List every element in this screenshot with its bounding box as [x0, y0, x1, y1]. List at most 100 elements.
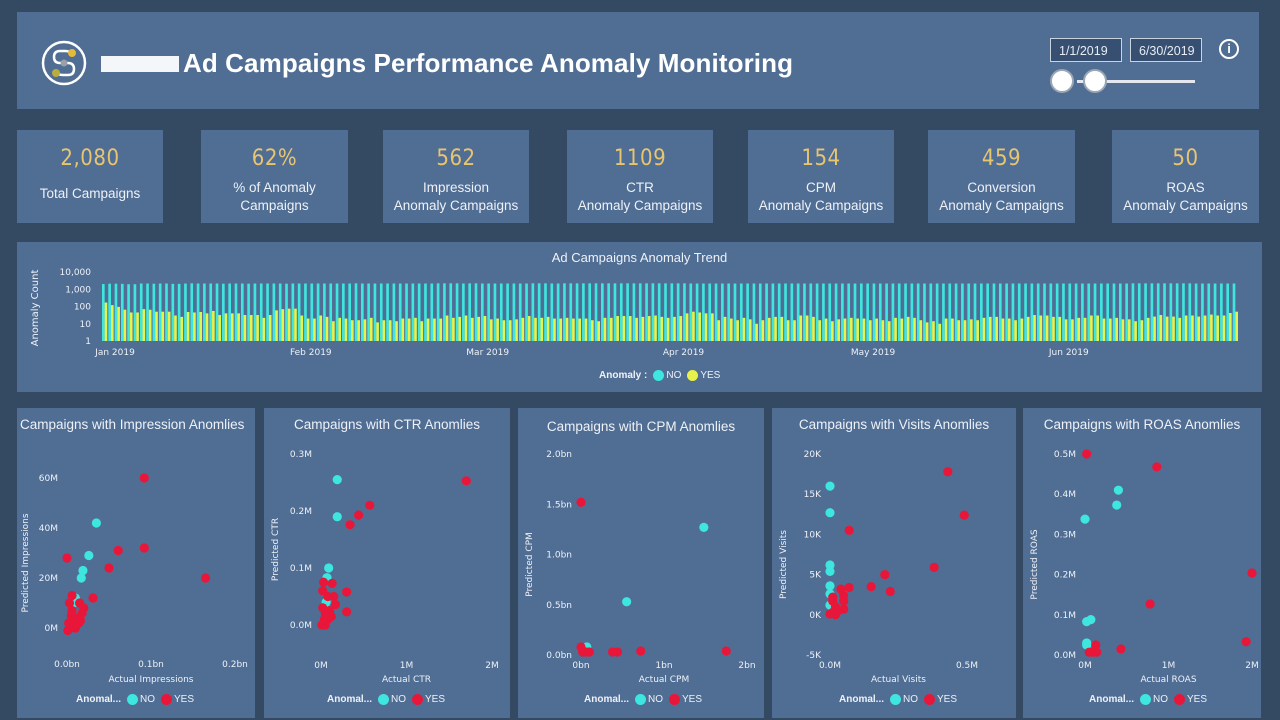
bar-no[interactable] [689, 283, 693, 341]
bar-yes[interactable] [148, 309, 152, 341]
bar-no[interactable] [1226, 283, 1230, 341]
bar-no[interactable] [1074, 283, 1078, 341]
bar-yes[interactable] [831, 321, 834, 341]
bar-no[interactable] [828, 283, 832, 341]
bar-no[interactable] [702, 283, 705, 341]
bar-yes[interactable] [976, 320, 980, 341]
bar-yes[interactable] [199, 311, 203, 341]
bar-no[interactable] [278, 283, 282, 341]
bar-no[interactable] [1156, 283, 1160, 341]
bar-no[interactable] [158, 283, 162, 341]
bar-yes[interactable] [527, 316, 531, 341]
slider-start-handle[interactable] [1050, 69, 1074, 93]
point-yes[interactable] [844, 582, 854, 593]
bar-no[interactable] [266, 283, 269, 341]
start-date-input[interactable]: 1/1/2019 [1050, 38, 1122, 62]
bar-no[interactable] [752, 283, 756, 341]
bar-yes[interactable] [180, 316, 184, 341]
legend-yes-label[interactable]: YES [174, 694, 195, 706]
bar-yes[interactable] [818, 320, 822, 341]
bar-no[interactable] [1118, 283, 1122, 341]
point-yes[interactable] [880, 570, 890, 580]
bar-no[interactable] [537, 283, 541, 341]
bar-no[interactable] [910, 283, 914, 341]
bar-no[interactable] [354, 283, 358, 341]
bar-yes[interactable] [1102, 318, 1106, 341]
bar-yes[interactable] [559, 318, 563, 341]
bar-no[interactable] [727, 283, 731, 341]
bar-yes[interactable] [306, 318, 310, 341]
bar-no[interactable] [443, 283, 446, 341]
bar-no[interactable] [721, 283, 724, 341]
point-no[interactable] [76, 573, 86, 583]
bar-no[interactable] [1106, 283, 1110, 341]
point-yes[interactable] [943, 467, 953, 477]
bar-no[interactable] [316, 283, 320, 341]
bar-yes[interactable] [458, 316, 462, 341]
bar-no[interactable] [676, 283, 680, 341]
bar-yes[interactable] [344, 318, 348, 341]
point-no[interactable] [324, 563, 334, 573]
bar-yes[interactable] [452, 317, 455, 341]
bar-yes[interactable] [471, 317, 474, 341]
bar-no[interactable] [657, 283, 661, 341]
point-yes[interactable] [1152, 462, 1162, 472]
bar-yes[interactable] [894, 317, 897, 341]
legend-no-label[interactable]: NO [391, 694, 407, 706]
bar-yes[interactable] [1184, 315, 1188, 341]
bar-yes[interactable] [1191, 315, 1194, 341]
bar-yes[interactable] [654, 315, 657, 341]
bar-no[interactable] [651, 283, 655, 341]
bar-no[interactable] [1220, 283, 1223, 341]
point-yes[interactable] [320, 620, 330, 630]
bar-yes[interactable] [230, 313, 234, 341]
bar-no[interactable] [405, 283, 408, 341]
point-no[interactable] [825, 566, 835, 576]
bar-no[interactable] [1093, 283, 1097, 341]
bar-yes[interactable] [875, 318, 878, 341]
bar-no[interactable] [386, 283, 389, 341]
bar-yes[interactable] [1026, 316, 1030, 341]
point-yes[interactable] [64, 598, 75, 608]
bar-yes[interactable] [1197, 316, 1201, 341]
bar-yes[interactable] [123, 309, 127, 341]
legend-yes-label[interactable]: YES [937, 694, 958, 706]
point-yes[interactable] [1092, 647, 1102, 657]
bar-no[interactable] [468, 283, 472, 341]
bar-yes[interactable] [1178, 317, 1182, 341]
bar-yes[interactable] [963, 320, 967, 341]
bar-no[interactable] [165, 283, 168, 341]
bar-no[interactable] [379, 283, 383, 341]
bar-yes[interactable] [572, 318, 575, 341]
point-yes[interactable] [885, 586, 895, 597]
bar-yes[interactable] [1235, 311, 1238, 341]
bar-yes[interactable] [1165, 316, 1169, 341]
bar-no[interactable] [228, 283, 231, 341]
bar-yes[interactable] [565, 317, 569, 341]
bar-yes[interactable] [1071, 319, 1074, 341]
bar-no[interactable] [1005, 283, 1008, 341]
bar-no[interactable] [253, 283, 257, 341]
bar-no[interactable] [765, 283, 768, 341]
bar-no[interactable] [1137, 283, 1141, 341]
bar-yes[interactable] [502, 320, 506, 341]
bar-yes[interactable] [325, 316, 329, 341]
bar-no[interactable] [240, 283, 244, 341]
bar-no[interactable] [329, 283, 333, 341]
bar-no[interactable] [1201, 283, 1204, 341]
bar-yes[interactable] [1096, 315, 1100, 341]
bar-yes[interactable] [1222, 315, 1226, 341]
point-no[interactable] [622, 597, 632, 607]
point-yes[interactable] [62, 553, 72, 563]
bar-no[interactable] [1175, 283, 1179, 341]
bar-no[interactable] [184, 283, 187, 341]
bar-yes[interactable] [1127, 319, 1131, 341]
bar-no[interactable] [714, 283, 718, 341]
bar-yes[interactable] [262, 317, 266, 341]
point-yes[interactable] [844, 525, 854, 535]
point-yes[interactable] [342, 607, 352, 617]
bar-yes[interactable] [970, 319, 973, 341]
point-no[interactable] [1080, 514, 1090, 524]
bar-yes[interactable] [685, 313, 689, 341]
bar-yes[interactable] [742, 317, 746, 341]
